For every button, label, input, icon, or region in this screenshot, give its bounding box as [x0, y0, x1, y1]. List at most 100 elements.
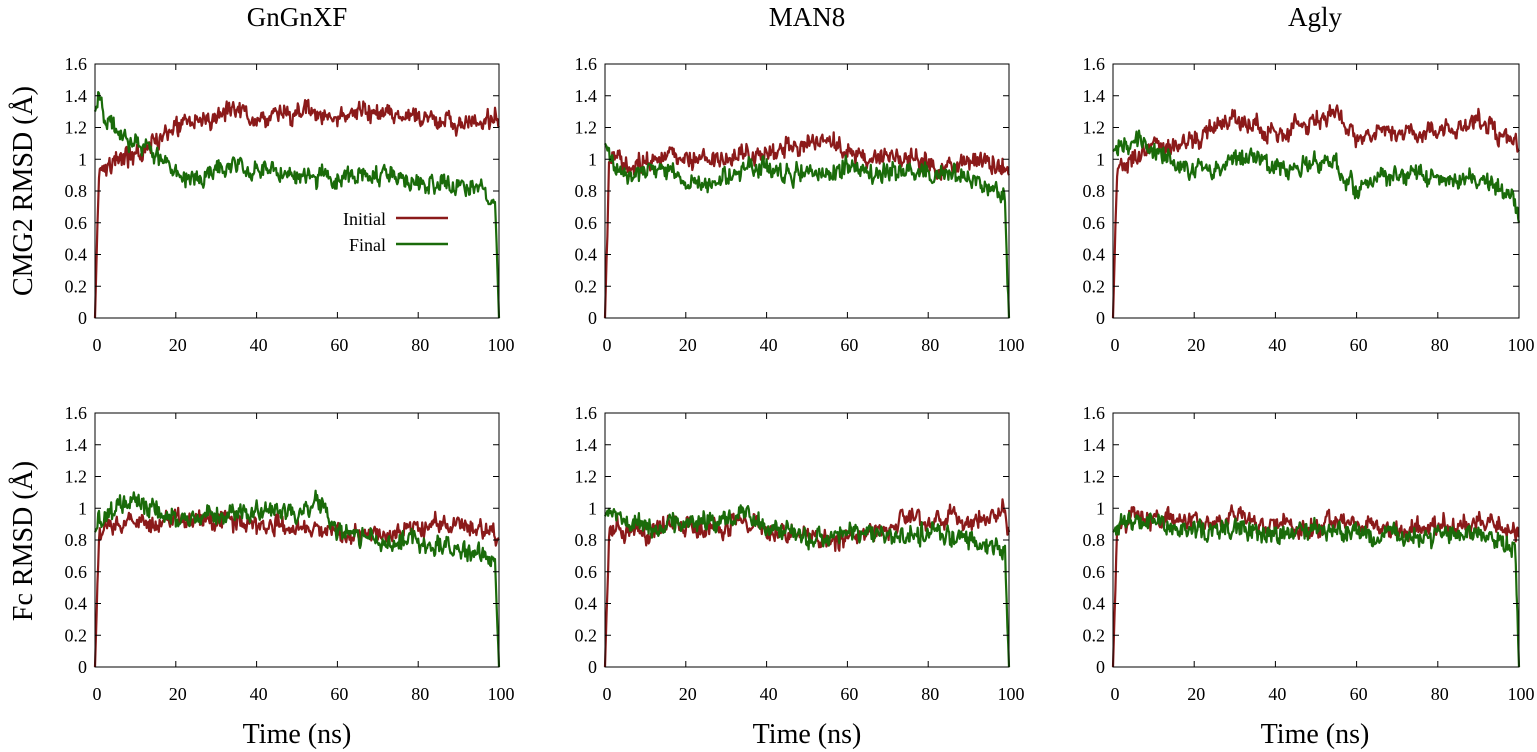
y-tick-label: 0.6 [575, 213, 598, 233]
x-tick-label: 0 [603, 684, 612, 704]
column-title-gngnxf: GnGnXF [247, 2, 348, 32]
y-tick-label: 1.6 [575, 54, 598, 74]
x-tick-label: 80 [921, 684, 939, 704]
x-tick-label: 0 [1111, 335, 1120, 355]
panels: 00.20.40.60.811.21.41.60 20 40 60 80 10000.20… [65, 54, 1535, 704]
y-tick-label: 1.4 [65, 86, 88, 106]
legend: Initial Final [343, 209, 448, 255]
x-tick-label: 20 [1187, 335, 1205, 355]
x-tick-label: 40 [760, 335, 778, 355]
x-tick-label: 100 [998, 335, 1025, 355]
y-tick-label: 0.8 [65, 181, 88, 201]
x-tick-label: 100 [488, 684, 515, 704]
y-tick-label: 1.2 [65, 467, 88, 487]
y-tick-label: 0 [588, 308, 597, 328]
column-title-man8: MAN8 [769, 2, 846, 32]
series-line-initial [603, 498, 1011, 668]
y-tick-label: 1.6 [65, 54, 88, 74]
x-tick-label: 60 [840, 335, 858, 355]
y-tick-label: 0.4 [575, 594, 598, 614]
series-line-initial [93, 98, 500, 319]
panel-fc-gngnxf: 0 0.2 0.4 0.6 0.8 1 1.2 1.4 1.6 0 20 40 60 80 100 [65, 403, 515, 704]
y-tick-label: 0 [1096, 308, 1105, 328]
x-tick-label: 40 [1268, 335, 1286, 355]
x-tick-label: 100 [1508, 335, 1535, 355]
y-tick-label: 0.2 [1083, 625, 1106, 645]
y-tick-label: 0.8 [1083, 530, 1106, 550]
y-tick-label: 0.2 [575, 625, 598, 645]
series-line-final [94, 489, 501, 668]
y-tick-label: 0.4 [65, 594, 88, 614]
y-tick-label: 1.2 [575, 118, 598, 138]
column-title-agly: Agly [1288, 2, 1343, 32]
x-tick-label: 0 [603, 335, 612, 355]
x-tick-label: 0 [93, 335, 102, 355]
x-tick-label: 40 [760, 684, 778, 704]
x-tick-label: 60 [330, 684, 348, 704]
y-tick-label: 0 [1096, 657, 1105, 677]
x-tick-label: 80 [1431, 684, 1449, 704]
x-tick-label: 80 [411, 684, 429, 704]
y-tick-label: 0.2 [65, 276, 88, 296]
y-tick-label: 0.8 [65, 530, 88, 550]
row-label-cmg2: CMG2 RMSD (Å) [8, 86, 39, 296]
y-tick-label: 0.6 [1083, 562, 1106, 582]
panel-cmg2-man8: 0 0.2 0.4 0.6 0.8 1 1.2 1.4 1.6 0 20 40 60 80 100 [575, 54, 1025, 355]
y-tick-label: 0.2 [1083, 276, 1106, 296]
plot-frame [604, 63, 1010, 319]
series-line-final [604, 142, 1011, 319]
x-tick-label: 100 [488, 335, 515, 355]
y-tick-label: 1.2 [1083, 118, 1106, 138]
x-tick-label: 60 [1350, 335, 1368, 355]
y-tick-label: 1.4 [1083, 86, 1106, 106]
y-tick-label: 0.2 [65, 625, 88, 645]
y-tick-label: 0 [588, 657, 597, 677]
y-tick-label: 1.6 [65, 403, 88, 423]
y-tick-label: 1 [78, 149, 87, 169]
y-tick-label: 1 [588, 149, 597, 169]
series-line-initial [1111, 104, 1520, 319]
x-tick-label: 40 [250, 335, 268, 355]
y-tick-label: 0 [78, 657, 87, 677]
panel-fc-man8: 0 0.2 0.4 0.6 0.8 1 1.2 1.4 1.6 0 20 40 60 80 100 [575, 403, 1025, 704]
y-tick-label: 0.4 [1083, 594, 1106, 614]
x-tick-label: 20 [679, 335, 697, 355]
y-tick-label: 0.6 [65, 213, 88, 233]
panel-cmg2-agly: 0 0.2 0.4 0.6 0.8 1 1.2 1.4 1.6 0 20 40 60 80 100 [1083, 54, 1535, 355]
y-tick-label: 1.4 [575, 86, 598, 106]
x-tick-label: 40 [1268, 684, 1286, 704]
x-tick-label: 40 [250, 684, 268, 704]
xlabel-col3: Time (ns) [1261, 719, 1370, 750]
series-line-initial [603, 131, 1010, 319]
series-line-final [604, 504, 1011, 668]
y-tick-label: 1 [1096, 149, 1105, 169]
y-tick-label: 0.4 [65, 245, 88, 265]
x-tick-label: 20 [679, 684, 697, 704]
y-tick-label: 1 [1096, 498, 1105, 518]
y-tick-label: 1.6 [1083, 403, 1106, 423]
xlabel-col2: Time (ns) [753, 719, 862, 750]
x-tick-label: 80 [1431, 335, 1449, 355]
y-tick-label: 1 [588, 498, 597, 518]
y-tick-label: 1.6 [575, 403, 598, 423]
y-tick-label: 1.2 [65, 118, 88, 138]
x-tick-label: 0 [93, 684, 102, 704]
y-tick-label: 0.8 [575, 181, 598, 201]
y-tick-label: 1.4 [65, 435, 88, 455]
y-tick-label: 0.6 [575, 562, 598, 582]
y-tick-label: 0.2 [575, 276, 598, 296]
y-tick-label: 0.8 [575, 530, 598, 550]
series-line-initial [93, 506, 500, 668]
y-tick-label: 1.2 [1083, 467, 1106, 487]
y-tick-label: 1.4 [1083, 435, 1106, 455]
panel-cmg2-gngnxf: 0 0.2 0.4 0.6 0.8 1 1.2 1.4 1.6 0 20 40 60 80 100 [65, 54, 515, 355]
y-tick-label: 0.6 [1083, 213, 1106, 233]
x-tick-label: 100 [998, 684, 1025, 704]
xlabel-col1: Time (ns) [243, 719, 352, 750]
plot-frame [1112, 63, 1520, 319]
x-tick-label: 0 [1111, 684, 1120, 704]
y-tick-label: 1.6 [1083, 54, 1106, 74]
y-tick-label: 0.6 [65, 562, 88, 582]
legend-label-final: Final [349, 235, 386, 255]
